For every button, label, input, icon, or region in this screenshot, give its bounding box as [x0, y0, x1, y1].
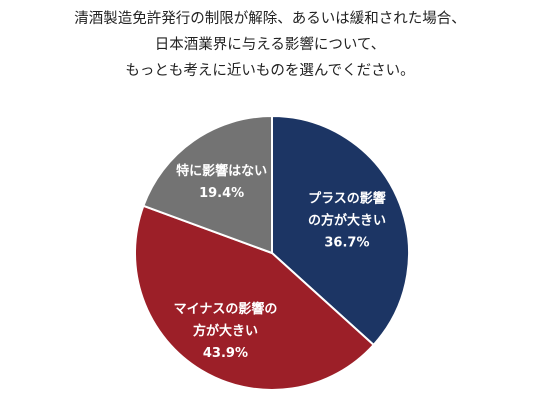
chart-title: 清酒製造免許発行の制限が解除、あるいは緩和された場合、 日本酒業界に与える影響に… — [0, 6, 540, 84]
slice-value-label: 43.9% — [203, 346, 248, 361]
slice-text-line: マイナスの影響の — [174, 301, 278, 317]
slice-text-line: 特に影響はない — [176, 163, 267, 179]
slice-text-line: プラスの影響 — [308, 191, 386, 207]
slice-value-label: 36.7% — [324, 236, 369, 251]
slice-no-impact — [142, 114, 273, 255]
slice-plus-impact — [271, 114, 410, 347]
title-line-1: 清酒製造免許発行の制限が解除、あるいは緩和された場合、 — [74, 11, 466, 27]
slice-value-label: 19.4% — [199, 186, 244, 201]
title-line-2: 日本酒業界に与える影響について、 — [154, 37, 386, 53]
label-minus-impact: マイナスの影響の方が大きい 43.9% — [174, 301, 278, 361]
label-no-impact: 特に影響はない 19.4% — [176, 163, 267, 201]
slice-minus-impact — [133, 204, 376, 391]
label-plus-impact: プラスの影響の方が大きい 36.7% — [308, 191, 386, 251]
title-line-3: もっとも考えに近いものを選んでください。 — [125, 63, 415, 79]
slice-text-line: 方が大きい — [193, 323, 258, 339]
slice-text-line: の方が大きい — [308, 213, 386, 229]
